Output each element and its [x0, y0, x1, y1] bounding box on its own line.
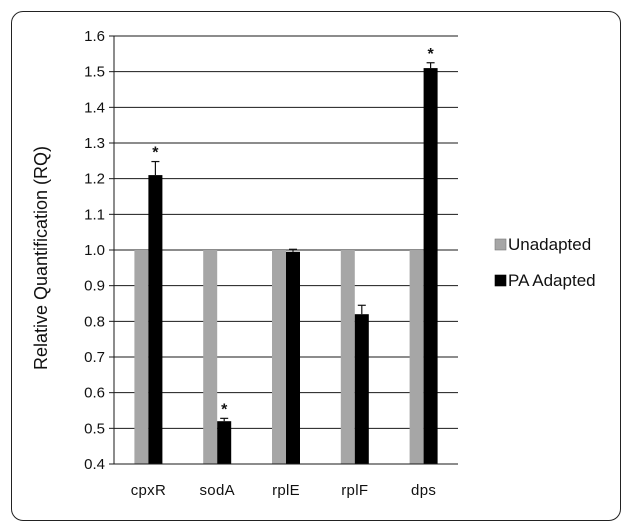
legend: Unadapted PA Adapted	[494, 235, 596, 290]
bars	[134, 68, 438, 464]
legend-swatch	[494, 274, 507, 287]
legend-label: PA Adapted	[508, 271, 596, 290]
significance-marks: * * *	[152, 46, 434, 419]
y-tick-label: 0.6	[84, 385, 105, 402]
y-tick-label: 1.6	[84, 28, 105, 45]
x-tick-label: dps	[411, 482, 436, 499]
bar-unadapted-rplE	[272, 250, 286, 464]
y-axis-ticks: 0.4 0.5 0.6 0.7 0.8 0.9 1.0 1.1 1.2 1.3 1.4 1.5 1.6	[84, 28, 114, 473]
bar-unadapted-cpxR	[134, 250, 149, 464]
y-tick-label: 0.8	[84, 313, 105, 330]
legend-label: Unadapted	[508, 235, 591, 254]
y-tick-label: 1.3	[84, 135, 105, 152]
bar-chart: 0.40.50.60.70.80.91.01.11.21.31.41.51.6 …	[31, 28, 596, 499]
x-tick-label: cpxR	[131, 482, 166, 499]
y-tick-label: 0.9	[84, 278, 105, 295]
bar-unadapted-rplF	[340, 250, 355, 464]
y-tick-label: 1.0	[84, 242, 105, 259]
y-tick-label: 0.4	[84, 456, 105, 473]
significance-mark: *	[427, 46, 434, 63]
bar-pa-adapted-rplE	[286, 251, 300, 464]
x-axis-categories: cpxR sodA rplE rplF dps	[131, 482, 436, 499]
y-tick-label: 0.7	[84, 349, 105, 366]
y-axis-label: Relative Quantification (RQ)	[31, 146, 51, 370]
bar-pa-adapted-cpxR	[148, 175, 163, 464]
gridlines	[114, 35, 458, 465]
bar-unadapted-sodA	[203, 250, 218, 464]
bar-pa-adapted-dps	[423, 68, 438, 464]
error-bars	[151, 62, 435, 422]
significance-mark: *	[221, 401, 228, 418]
legend-swatch	[494, 238, 507, 251]
x-tick-label: rplE	[272, 482, 300, 499]
y-tick-label: 1.2	[84, 171, 105, 188]
significance-mark: *	[152, 145, 159, 162]
y-tick-label: 1.5	[84, 64, 105, 81]
y-tick-label: 1.1	[84, 206, 105, 223]
y-tick-label: 0.5	[84, 420, 105, 437]
bar-pa-adapted-sodA	[217, 421, 232, 464]
bar-unadapted-dps	[409, 250, 424, 464]
x-tick-label: sodA	[200, 482, 235, 499]
bar-pa-adapted-rplF	[354, 314, 369, 464]
y-tick-label: 1.4	[84, 99, 105, 116]
x-tick-label: rplF	[341, 482, 368, 499]
